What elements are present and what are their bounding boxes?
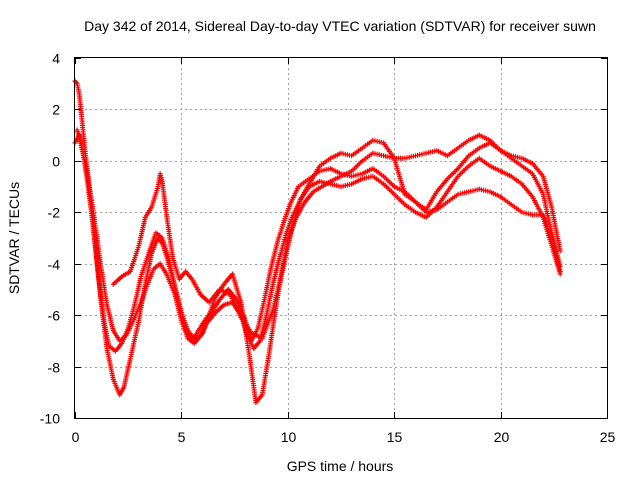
data-point xyxy=(557,263,563,269)
x-tick-label: 25 xyxy=(600,429,616,445)
x-tick-label: 20 xyxy=(494,429,510,445)
x-tick-label: 15 xyxy=(387,429,403,445)
y-tick-label: 4 xyxy=(52,51,60,67)
y-tick-label: -6 xyxy=(48,308,61,324)
x-tick-label: 10 xyxy=(281,429,297,445)
y-tick-label: 2 xyxy=(52,102,60,118)
y-axis-label: SDTVAR / TECUs xyxy=(6,182,22,294)
y-tick-label: -8 xyxy=(48,360,61,376)
x-tick-label: 5 xyxy=(178,429,186,445)
chart-title: Day 342 of 2014, Sidereal Day-to-day VTE… xyxy=(84,18,596,34)
y-tick-label: -10 xyxy=(40,411,60,427)
y-tick-label: 0 xyxy=(52,154,60,170)
series-track-1 xyxy=(72,78,563,398)
data-point xyxy=(557,248,563,254)
x-tick-label: 0 xyxy=(72,429,80,445)
series-track-2 xyxy=(72,132,563,354)
plot-frame xyxy=(74,57,608,419)
y-tick-label: -4 xyxy=(48,257,61,273)
series-track-4 xyxy=(110,137,563,341)
grid xyxy=(75,58,607,418)
data-points xyxy=(72,78,563,406)
y-tick-label: -2 xyxy=(48,205,61,221)
data-point xyxy=(557,271,563,277)
x-axis-label: GPS time / hours xyxy=(287,458,394,474)
